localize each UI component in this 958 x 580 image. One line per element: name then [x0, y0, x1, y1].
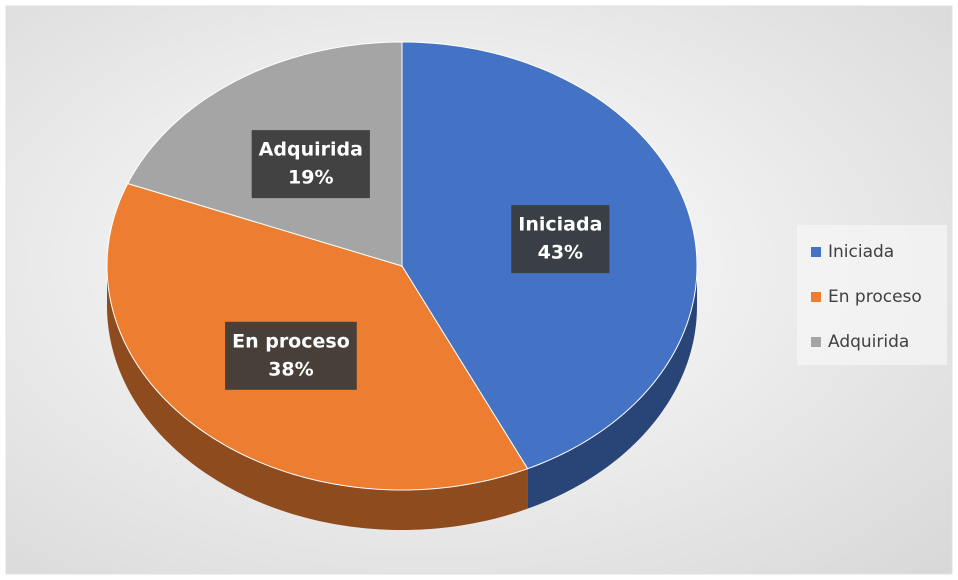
slice-side [527, 266, 697, 509]
data-label: Adquirida 19% [251, 130, 370, 199]
data-label: Iniciada 43% [511, 205, 610, 274]
data-label-box [225, 321, 357, 390]
slice-side [107, 266, 528, 530]
legend-swatch [811, 292, 821, 302]
legend-box [797, 225, 947, 365]
legend-label: En proceso [828, 287, 922, 307]
data-label: En proceso 38% [225, 321, 357, 390]
legend-swatch [811, 337, 821, 347]
legend-swatch [811, 247, 821, 257]
data-label-name: Iniciada [518, 214, 602, 236]
data-label-value: 43% [538, 242, 583, 264]
data-label-value: 19% [288, 167, 333, 189]
data-label-box [251, 130, 370, 199]
data-label-box [511, 205, 610, 274]
legend-label: Adquirida [828, 332, 909, 352]
data-label-name: En proceso [232, 330, 350, 352]
data-label-name: Adquirida [259, 139, 363, 161]
legend-label: Iniciada [828, 242, 894, 262]
data-label-value: 38% [268, 358, 313, 380]
